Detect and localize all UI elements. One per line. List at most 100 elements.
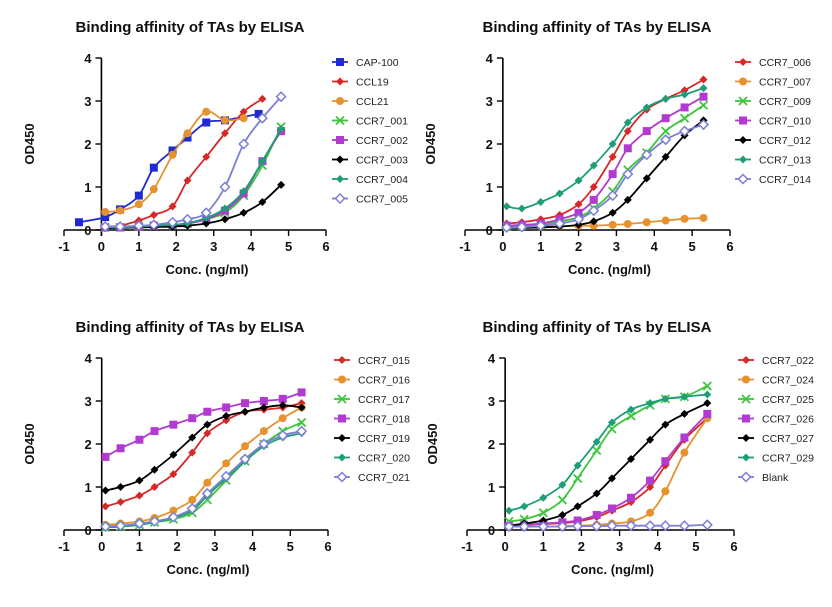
data-point <box>623 195 632 204</box>
data-point <box>627 493 636 502</box>
legend-label: CCR7_018 <box>358 414 410 426</box>
data-point <box>220 129 229 138</box>
data-point <box>661 457 670 466</box>
data-point <box>149 163 158 172</box>
legend-entry: CCR7_014 <box>735 173 811 186</box>
x-tick-label: 6 <box>730 539 737 554</box>
data-point <box>623 127 632 136</box>
data-point <box>135 435 144 444</box>
legend-entry: CCR7_016 <box>334 375 410 387</box>
data-point <box>116 498 125 507</box>
data-point <box>277 429 289 441</box>
x-tick-label: 1 <box>540 539 547 554</box>
series-ccr7-003 <box>101 180 286 233</box>
legend-entry: CCL19 <box>332 77 389 89</box>
legend-marker <box>338 453 346 462</box>
x-tick-label: 5 <box>692 539 699 554</box>
x-tick-label: -1 <box>58 539 70 554</box>
legend-marker <box>336 77 344 86</box>
legend-marker <box>336 136 344 144</box>
data-point <box>646 483 655 491</box>
data-point <box>589 161 598 170</box>
data-point <box>699 213 708 222</box>
series-line <box>105 110 244 213</box>
x-axis-label: Conc. (ng/ml) <box>165 262 248 277</box>
legend-entry: CCR7_020 <box>334 453 410 465</box>
x-tick-label: 0 <box>98 539 105 554</box>
data-point <box>116 483 125 491</box>
x-tick-label: 5 <box>287 539 294 554</box>
data-point <box>574 176 583 185</box>
data-point <box>239 107 248 116</box>
legend-label: CCR7_021 <box>358 472 410 484</box>
legend-marker <box>742 453 750 462</box>
legend-marker <box>336 58 344 66</box>
data-point <box>699 92 708 101</box>
data-point <box>659 520 671 532</box>
data-point <box>101 486 110 495</box>
series-blank <box>503 519 713 533</box>
data-point <box>200 207 212 219</box>
legend-label: CCR7_029 <box>762 453 814 465</box>
legend-marker <box>742 414 750 423</box>
data-point <box>74 218 83 227</box>
data-point <box>607 504 616 513</box>
data-point <box>680 86 689 95</box>
data-point <box>220 470 232 482</box>
data-point <box>239 453 251 465</box>
data-point <box>642 218 651 227</box>
data-point <box>168 146 177 155</box>
data-point <box>203 429 212 438</box>
data-point <box>573 461 582 470</box>
data-point <box>222 412 231 421</box>
data-point <box>186 502 198 515</box>
y-tick-label: 2 <box>84 137 91 152</box>
legend-label: CCL19 <box>356 77 389 89</box>
legend-marker <box>737 173 749 185</box>
series-line <box>506 95 704 227</box>
data-point <box>222 403 231 412</box>
x-tick-label: 3 <box>210 239 217 254</box>
data-point <box>259 427 268 436</box>
data-point <box>661 94 670 103</box>
legend-label: CCL21 <box>356 96 389 108</box>
data-point <box>661 216 670 225</box>
legend-entry: CCR7_021 <box>334 471 410 484</box>
data-point <box>642 127 651 136</box>
data-point <box>536 198 545 207</box>
x-axis-label: Conc. (ng/ml) <box>571 562 654 577</box>
data-point <box>258 198 267 207</box>
data-point <box>661 114 670 123</box>
data-point <box>99 520 112 533</box>
data-point <box>517 204 526 213</box>
legend-label: Blank <box>762 472 789 484</box>
data-point <box>169 420 178 429</box>
data-point <box>238 138 250 150</box>
x-tick-label: 0 <box>499 239 506 254</box>
y-tick-label: 3 <box>84 94 91 109</box>
x-tick-label: 3 <box>211 539 218 554</box>
legend-label: CCR7_004 <box>356 174 408 186</box>
data-point <box>134 191 143 200</box>
series-ccr7-025 <box>504 381 712 527</box>
data-point <box>588 205 600 217</box>
x-tick-label: 4 <box>249 539 257 554</box>
x-tick-label: 3 <box>613 239 620 254</box>
series-ccr7-029 <box>504 390 712 515</box>
series-line <box>506 119 705 229</box>
chart-title: Binding affinity of TAs by ELISA <box>483 19 712 36</box>
data-point <box>591 520 603 532</box>
legend-marker <box>336 471 348 483</box>
data-point <box>202 107 211 116</box>
data-point <box>148 219 160 231</box>
series-line <box>506 123 704 229</box>
legend-entry: CCR7_013 <box>735 155 811 167</box>
data-point <box>296 425 308 437</box>
legend-marker <box>338 434 346 442</box>
legend-marker <box>739 77 747 86</box>
legend-entry: CCR7_025 <box>738 394 814 406</box>
data-point <box>258 438 270 450</box>
x-tick-label: 6 <box>322 239 329 254</box>
y-tick-label: 4 <box>84 351 92 366</box>
